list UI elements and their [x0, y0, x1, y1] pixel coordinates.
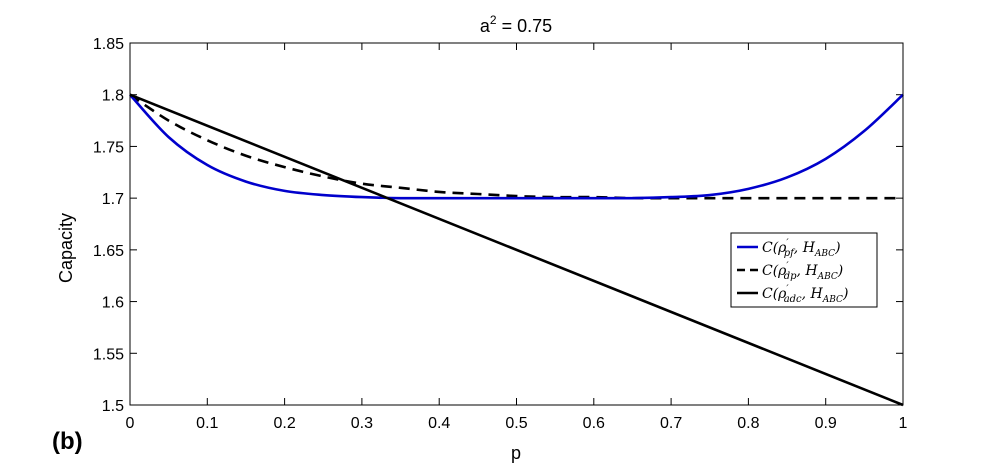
- x-tick-label: 0.4: [428, 415, 450, 432]
- x-tick-label: 1: [899, 415, 908, 432]
- y-tick-label: 1.8: [102, 88, 124, 105]
- y-tick-label: 1.75: [93, 139, 124, 156]
- legend-entry-0: C(ρ′ pf, HABC): [762, 238, 841, 259]
- plot-background: [130, 43, 903, 405]
- legend-entry-2: C(ρ′ adc, HABC): [762, 284, 848, 305]
- series-line-2: [129, 93, 904, 407]
- y-tick-label: 1.7: [102, 191, 124, 208]
- x-tick-label: 0.6: [583, 415, 605, 432]
- x-tick-label: 0.2: [273, 415, 295, 432]
- y-tick-label: 1.85: [93, 36, 124, 53]
- x-tick-label: 0.5: [505, 415, 527, 432]
- legend: C(ρ′ pf, HABC)C(ρ′ dp, HABC)C(ρ′ adc, HABC): [730, 232, 878, 308]
- legend-entry-1: C(ρ′ dp, HABC): [762, 261, 843, 282]
- y-tick-label: 1.5: [102, 398, 124, 415]
- axes-frame: [129, 42, 904, 406]
- series-layer: [129, 93, 904, 407]
- x-tick-labels: 0 0.1 0.2 0.3 0.4 0.5 0.6 0.7 0.8 0.9 1: [126, 415, 908, 432]
- axes-box: [129, 42, 904, 406]
- y-tick-label: 1.6: [102, 295, 124, 312]
- y-axis-label: Capacity: [56, 213, 76, 283]
- x-tick-label: 0.8: [737, 415, 759, 432]
- series-line-0: [129, 93, 904, 200]
- y-tick-label: 1.55: [93, 346, 124, 363]
- series-line-1: [129, 93, 903, 200]
- plot-area: [130, 43, 903, 405]
- x-tick-label: 0.1: [196, 415, 218, 432]
- x-tick-label: 0: [126, 415, 135, 432]
- chart-title: a2 = 0.75: [480, 13, 552, 36]
- y-tick-labels: 1.5 1.55 1.6 1.65 1.7 1.75 1.8 1.85: [93, 36, 124, 415]
- x-tick-label: 0.3: [351, 415, 373, 432]
- y-tick-label: 1.65: [93, 243, 124, 260]
- x-tick-label: 0.9: [815, 415, 837, 432]
- panel-label: (b): [52, 428, 83, 455]
- x-axis-label: p: [511, 443, 521, 463]
- x-tick-label: 0.7: [660, 415, 682, 432]
